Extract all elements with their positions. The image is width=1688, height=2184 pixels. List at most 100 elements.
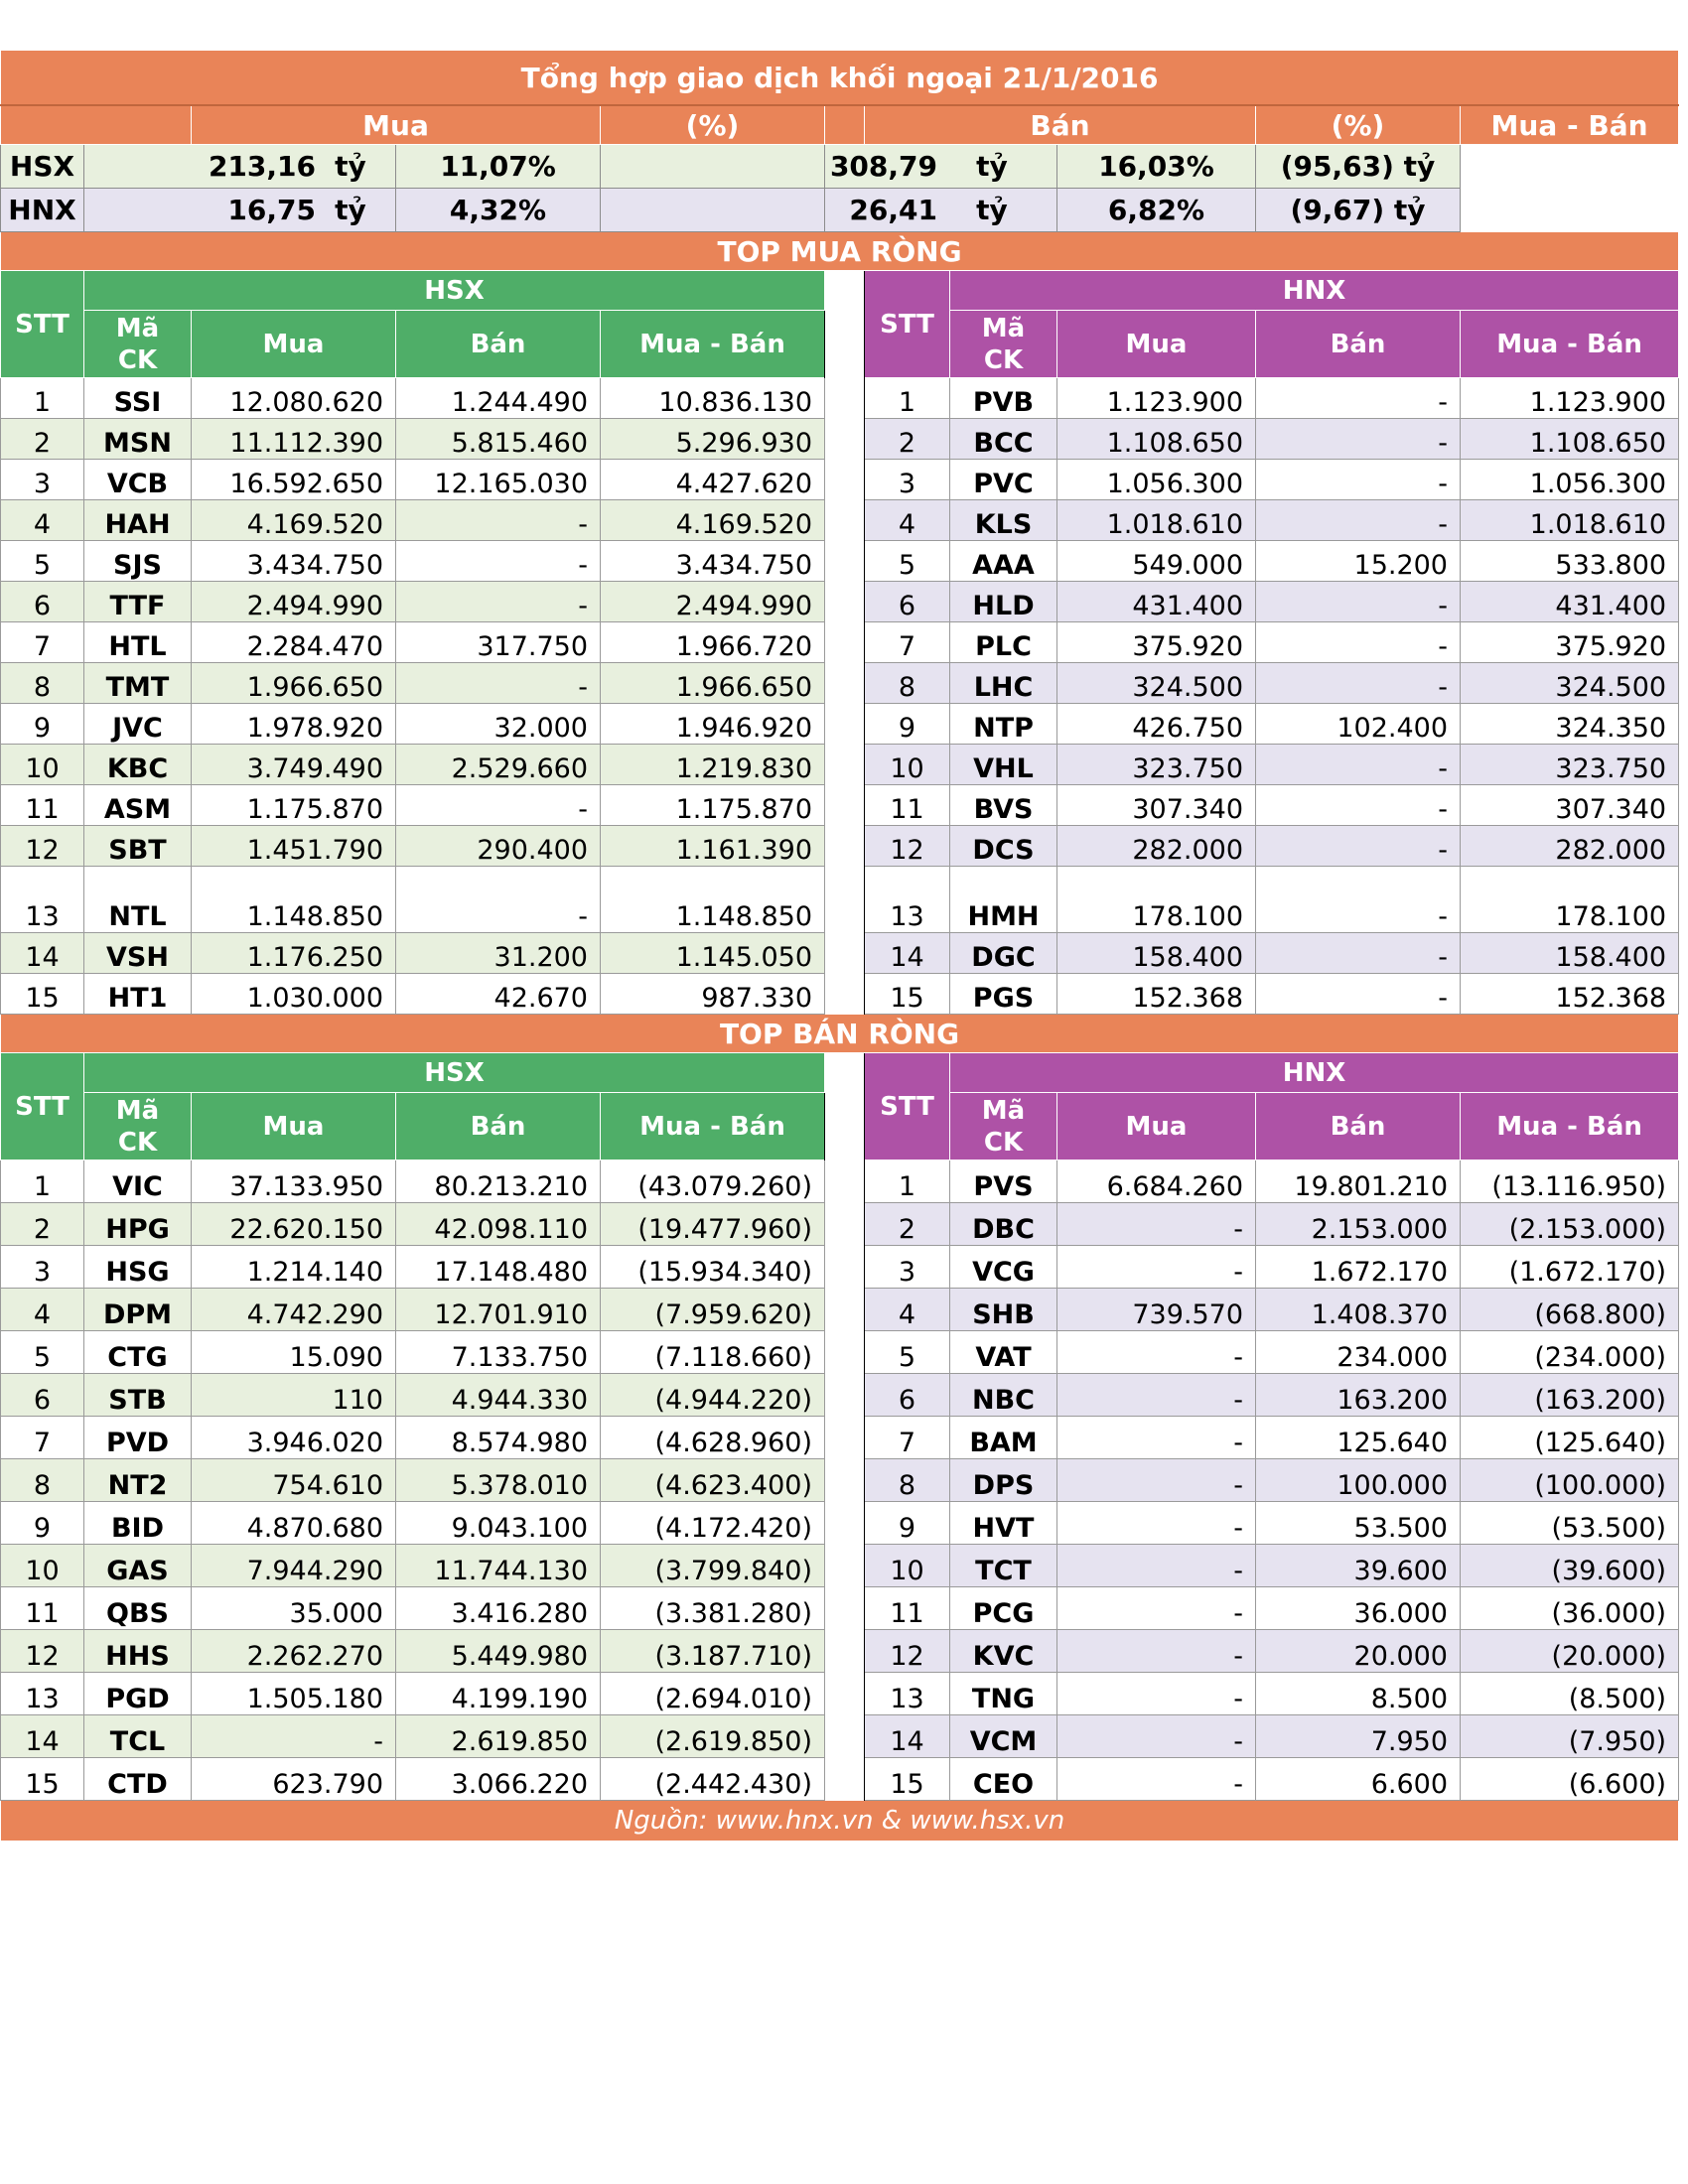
hsx-net: (7.118.660) xyxy=(600,1330,825,1374)
hsx-buy-header: Mua xyxy=(191,310,396,378)
hsx-stt: 13 xyxy=(0,866,84,933)
hsx-buy: 4.870.680 xyxy=(191,1501,396,1545)
hnx-stt: 14 xyxy=(864,932,950,974)
hsx-buy: 1.451.790 xyxy=(191,825,396,867)
hsx-sell: - xyxy=(395,499,601,541)
hsx-stt: 9 xyxy=(0,703,84,745)
column-gap xyxy=(824,1714,865,1758)
column-gap xyxy=(824,1416,865,1459)
hnx-code: PVC xyxy=(949,459,1057,500)
hsx-buy: 1.978.920 xyxy=(191,703,396,745)
hnx-buy: - xyxy=(1056,1245,1256,1289)
hnx-sell: - xyxy=(1255,932,1461,974)
hnx-sell: - xyxy=(1255,459,1461,500)
hnx-stt: 10 xyxy=(864,1544,950,1587)
hnx-sell: 6.600 xyxy=(1255,1757,1461,1801)
hsx-stt: 14 xyxy=(0,1714,84,1758)
hnx-code: VHL xyxy=(949,744,1057,785)
hnx-net: (39.600) xyxy=(1459,1544,1680,1587)
hsx-stt: 4 xyxy=(0,499,84,541)
table-row: 5 CTG 15.090 7.133.750 (7.118.660) 5 VAT -234.0… xyxy=(0,1330,1680,1374)
hsx-code: CTG xyxy=(83,1330,192,1374)
column-gap xyxy=(824,662,865,704)
hnx-net: 178.100 xyxy=(1459,866,1680,933)
table-row: 3 HSG 1.214.140 17.148.480 (15.934.340) 3 VCG -… xyxy=(0,1245,1680,1289)
hnx-code: AAA xyxy=(949,540,1057,582)
hsx-sell: 32.000 xyxy=(395,703,601,745)
hsx-code: DPM xyxy=(83,1288,192,1331)
hnx-code: TNG xyxy=(949,1672,1057,1715)
hnx-net: (6.600) xyxy=(1459,1757,1680,1801)
hsx-net: 987.330 xyxy=(600,973,825,1015)
hnx-stt-header: STT xyxy=(864,1052,950,1160)
hnx-sell: - xyxy=(1255,825,1461,867)
hsx-sell: 2.529.660 xyxy=(395,744,601,785)
table-row: 14 TCL -2.619.850 (2.619.850) 14 VCM -7.950 (7.… xyxy=(0,1714,1680,1758)
hnx-net: (163.200) xyxy=(1459,1373,1680,1417)
column-gap xyxy=(824,540,865,582)
hnx-buy: 375.920 xyxy=(1056,621,1256,663)
hnx-net-header: Mua - Bán xyxy=(1459,310,1680,378)
hnx-code: BAM xyxy=(949,1416,1057,1459)
hnx-net: 158.400 xyxy=(1459,932,1680,974)
hnx-sell: 8.500 xyxy=(1255,1672,1461,1715)
hsx-code-header: Mã CK xyxy=(83,1092,192,1160)
hsx-net: (4.628.960) xyxy=(600,1416,825,1459)
hsx-buy-header: Mua xyxy=(191,1092,396,1160)
hnx-sell: - xyxy=(1255,621,1461,663)
hsx-stt: 12 xyxy=(0,825,84,867)
column-gap xyxy=(824,825,865,867)
hnx-buy: 739.570 xyxy=(1056,1288,1256,1331)
summary-exchange: HNX xyxy=(0,188,84,232)
hsx-sell: - xyxy=(395,784,601,826)
hnx-code: PCG xyxy=(949,1586,1057,1630)
column-gap xyxy=(824,418,865,460)
hnx-net: (53.500) xyxy=(1459,1501,1680,1545)
hsx-sell: 317.750 xyxy=(395,621,601,663)
hsx-net: (4.172.420) xyxy=(600,1501,825,1545)
hsx-code: HAH xyxy=(83,499,192,541)
hnx-net: (125.640) xyxy=(1459,1416,1680,1459)
top_buy-column-header: Mã CK Mua Bán Mua - Bán Mã CK Mua Bán Mua - Bán xyxy=(1,310,1680,378)
hsx-stt: 2 xyxy=(0,418,84,460)
hsx-code: VIC xyxy=(83,1160,192,1203)
hnx-sell: 53.500 xyxy=(1255,1501,1461,1545)
hsx-sell: 31.200 xyxy=(395,932,601,974)
hnx-code: TCT xyxy=(949,1544,1057,1587)
hsx-stt: 15 xyxy=(0,973,84,1015)
hsx-net: 10.836.130 xyxy=(600,377,825,419)
column-gap xyxy=(824,1202,865,1246)
hnx-stt: 13 xyxy=(864,1672,950,1715)
summary-buy-amount: 16,75 xyxy=(227,194,316,226)
hnx-net: 282.000 xyxy=(1459,825,1680,867)
hsx-stt: 1 xyxy=(0,377,84,419)
hsx-code: SSI xyxy=(83,377,192,419)
hsx-stt: 11 xyxy=(0,784,84,826)
table-row: 8 NT2 754.610 5.378.010 (4.623.400) 8 DPS -100.… xyxy=(0,1458,1680,1502)
hnx-stt: 1 xyxy=(864,1160,950,1203)
hsx-buy: 2.494.990 xyxy=(191,581,396,622)
hsx-code: SJS xyxy=(83,540,192,582)
code-header-line1: Mã xyxy=(981,313,1026,343)
hsx-buy: 1.175.870 xyxy=(191,784,396,826)
hsx-stt: 3 xyxy=(0,459,84,500)
hsx-code: TTF xyxy=(83,581,192,622)
hsx-stt: 10 xyxy=(0,744,84,785)
hsx-buy: 1.214.140 xyxy=(191,1245,396,1289)
hnx-code: KVC xyxy=(949,1629,1057,1673)
summary-row-hnx: HNX 16,75 tỷ 4,32% 26,41 tỷ 6,82% (9,67) tỷ xyxy=(0,188,1679,232)
source-note: Nguồn: www.hnx.vn & www.hsx.vn xyxy=(0,1800,1680,1842)
hnx-buy: - xyxy=(1056,1586,1256,1630)
hnx-buy: 158.400 xyxy=(1056,932,1256,974)
hsx-stt: 15 xyxy=(0,1757,84,1801)
hsx-net: 1.145.050 xyxy=(600,932,825,974)
hsx-net-header: Mua - Bán xyxy=(600,310,825,378)
hsx-stt: 5 xyxy=(0,540,84,582)
hnx-buy: - xyxy=(1056,1757,1256,1801)
hsx-sell: 11.744.130 xyxy=(395,1544,601,1587)
summary-sell-amount: 308,79 xyxy=(829,150,937,183)
foreign-trading-table: Tổng hợp giao dịch khối ngoại 21/1/2016 … xyxy=(0,50,1680,1842)
table-row: 8 TMT 1.966.650-1.966.650 8 LHC 324.500-324.5… xyxy=(0,662,1680,704)
hnx-stt: 2 xyxy=(864,418,950,460)
hnx-net: (20.000) xyxy=(1459,1629,1680,1673)
